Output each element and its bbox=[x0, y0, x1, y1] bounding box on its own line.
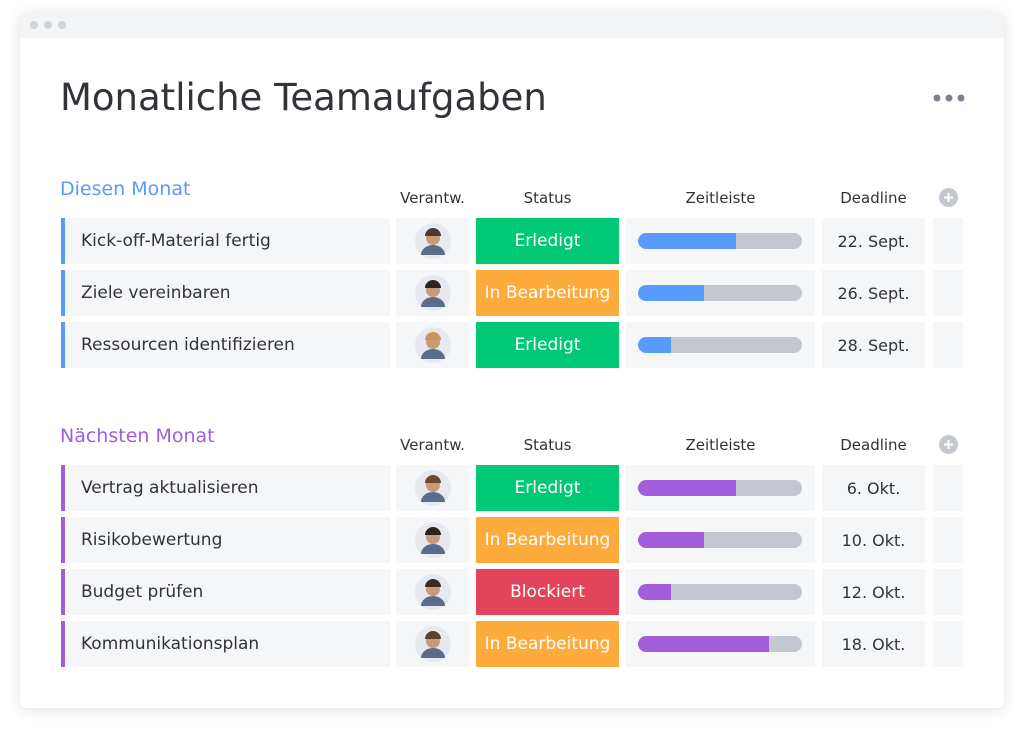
status-cell[interactable]: Erledigt bbox=[476, 322, 619, 368]
timeline-cell[interactable] bbox=[626, 218, 815, 264]
status-cell[interactable]: Erledigt bbox=[476, 465, 619, 511]
task-cell[interactable]: Risikobewertung bbox=[61, 517, 390, 563]
timeline-track bbox=[638, 636, 802, 652]
task-cell[interactable]: Vertrag aktualisieren bbox=[61, 465, 390, 511]
column-header: Deadline bbox=[840, 189, 907, 207]
timeline-track bbox=[638, 285, 802, 301]
extra-cell bbox=[933, 569, 963, 615]
deadline-cell[interactable]: 22. Sept. bbox=[822, 218, 925, 264]
timeline-track bbox=[638, 480, 802, 496]
person-cell[interactable] bbox=[396, 270, 469, 316]
task-name: Risikobewertung bbox=[81, 530, 223, 550]
task-name: Budget prüfen bbox=[81, 582, 204, 602]
status-cell[interactable]: In Bearbeitung bbox=[476, 270, 619, 316]
add-column-button[interactable] bbox=[939, 188, 958, 207]
board-title: Monatliche Teamaufgaben bbox=[60, 76, 547, 119]
timeline-track bbox=[638, 337, 802, 353]
window-dot bbox=[58, 21, 66, 29]
more-menu[interactable] bbox=[932, 92, 966, 104]
timeline-cell[interactable] bbox=[626, 270, 815, 316]
status-cell[interactable]: Blockiert bbox=[476, 569, 619, 615]
timeline-progress bbox=[638, 532, 704, 548]
avatar bbox=[414, 470, 451, 506]
column-header: Zeitleiste bbox=[685, 189, 756, 207]
column-header: Verantw. bbox=[400, 189, 465, 207]
task-cell[interactable]: Ziele vereinbaren bbox=[61, 270, 390, 316]
avatar bbox=[414, 574, 451, 610]
column-header: Status bbox=[523, 436, 572, 454]
window-dot bbox=[30, 21, 38, 29]
window-bar bbox=[20, 12, 1004, 38]
deadline-cell[interactable]: 10. Okt. bbox=[822, 517, 925, 563]
person-cell[interactable] bbox=[396, 621, 469, 667]
deadline-cell[interactable]: 18. Okt. bbox=[822, 621, 925, 667]
task-cell[interactable]: Kick-off-Material fertig bbox=[61, 218, 390, 264]
extra-cell bbox=[933, 465, 963, 511]
avatar bbox=[414, 275, 451, 311]
timeline-progress bbox=[638, 636, 770, 652]
timeline-progress bbox=[638, 480, 737, 496]
add-column-button[interactable] bbox=[939, 435, 958, 454]
extra-cell bbox=[933, 218, 963, 264]
group-title: Nächsten Monat bbox=[60, 425, 215, 447]
timeline-cell[interactable] bbox=[626, 569, 815, 615]
person-cell[interactable] bbox=[396, 322, 469, 368]
avatar bbox=[414, 223, 451, 259]
task-cell[interactable]: Ressourcen identifizieren bbox=[61, 322, 390, 368]
avatar bbox=[414, 522, 451, 558]
timeline-progress bbox=[638, 337, 671, 353]
task-cell[interactable]: Budget prüfen bbox=[61, 569, 390, 615]
timeline-cell[interactable] bbox=[626, 517, 815, 563]
task-cell[interactable]: Kommunikationsplan bbox=[61, 621, 390, 667]
timeline-cell[interactable] bbox=[626, 465, 815, 511]
group-title: Diesen Monat bbox=[60, 178, 191, 200]
extra-cell bbox=[933, 322, 963, 368]
column-header: Status bbox=[523, 189, 572, 207]
deadline-cell[interactable]: 26. Sept. bbox=[822, 270, 925, 316]
person-cell[interactable] bbox=[396, 218, 469, 264]
column-header: Verantw. bbox=[400, 436, 465, 454]
timeline-track bbox=[638, 532, 802, 548]
timeline-progress bbox=[638, 233, 737, 249]
status-cell[interactable]: In Bearbeitung bbox=[476, 517, 619, 563]
person-cell[interactable] bbox=[396, 517, 469, 563]
timeline-track bbox=[638, 233, 802, 249]
deadline-cell[interactable]: 28. Sept. bbox=[822, 322, 925, 368]
timeline-progress bbox=[638, 285, 704, 301]
deadline-cell[interactable]: 12. Okt. bbox=[822, 569, 925, 615]
avatar bbox=[414, 327, 451, 363]
extra-cell bbox=[933, 517, 963, 563]
task-name: Ziele vereinbaren bbox=[81, 283, 231, 303]
column-header: Deadline bbox=[840, 436, 907, 454]
deadline-cell[interactable]: 6. Okt. bbox=[822, 465, 925, 511]
timeline-progress bbox=[638, 584, 671, 600]
extra-cell bbox=[933, 621, 963, 667]
status-cell[interactable]: In Bearbeitung bbox=[476, 621, 619, 667]
avatar bbox=[414, 626, 451, 662]
person-cell[interactable] bbox=[396, 465, 469, 511]
task-name: Vertrag aktualisieren bbox=[81, 478, 259, 498]
timeline-cell[interactable] bbox=[626, 621, 815, 667]
window-dot bbox=[44, 21, 52, 29]
task-name: Ressourcen identifizieren bbox=[81, 335, 295, 355]
timeline-track bbox=[638, 584, 802, 600]
timeline-cell[interactable] bbox=[626, 322, 815, 368]
extra-cell bbox=[933, 270, 963, 316]
task-name: Kommunikationsplan bbox=[81, 634, 260, 654]
person-cell[interactable] bbox=[396, 569, 469, 615]
task-name: Kick-off-Material fertig bbox=[81, 231, 271, 251]
column-header: Zeitleiste bbox=[685, 436, 756, 454]
status-cell[interactable]: Erledigt bbox=[476, 218, 619, 264]
